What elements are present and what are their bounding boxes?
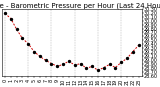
Point [132, 51, 134, 52]
Point [15, 29, 18, 30]
Point [39, 56, 41, 57]
Point [27, 43, 29, 44]
Point [44, 60, 47, 61]
Point [114, 67, 117, 68]
Point [85, 68, 88, 69]
Point [62, 64, 64, 65]
Point [137, 45, 140, 46]
Point [33, 51, 35, 52]
Point [91, 66, 93, 67]
Title: Pressure - Barometric Pressure per Hour (Last 24 Hours): Pressure - Barometric Pressure per Hour … [0, 2, 160, 9]
Point [73, 64, 76, 66]
Point [103, 67, 105, 68]
Point [4, 13, 6, 14]
Point [21, 38, 24, 39]
Point [68, 60, 70, 62]
Point [10, 18, 12, 19]
Point [56, 66, 59, 67]
Point [108, 64, 111, 65]
Point [120, 62, 123, 63]
Point [50, 63, 53, 64]
Point [126, 58, 128, 59]
Point [79, 63, 82, 64]
Point [97, 70, 99, 71]
